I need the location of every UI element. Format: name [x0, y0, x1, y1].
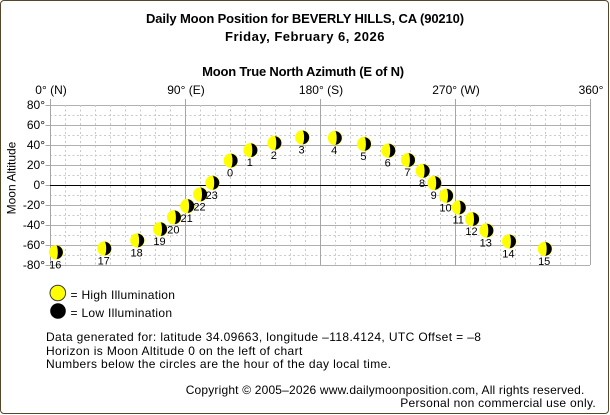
svg-text:270° (W): 270° (W) — [432, 83, 479, 97]
svg-text:20: 20 — [167, 224, 179, 236]
svg-text:12: 12 — [465, 226, 477, 238]
svg-text:17: 17 — [98, 256, 110, 268]
svg-text:90° (E): 90° (E) — [167, 83, 204, 97]
svg-text:18: 18 — [130, 247, 142, 259]
svg-text:10: 10 — [439, 203, 451, 215]
svg-text:-40°: -40° — [23, 218, 45, 232]
svg-text:1: 1 — [247, 157, 253, 169]
svg-text:15: 15 — [538, 256, 550, 268]
svg-text:-20°: -20° — [23, 198, 45, 212]
svg-text:9: 9 — [431, 190, 437, 202]
svg-text:40°: 40° — [27, 138, 45, 152]
svg-text:Moon Altitude: Moon Altitude — [5, 141, 19, 214]
svg-text:21: 21 — [180, 213, 192, 225]
svg-text:8: 8 — [419, 178, 425, 190]
svg-text:20°: 20° — [27, 158, 45, 172]
svg-text:4: 4 — [331, 145, 337, 157]
svg-text:2: 2 — [271, 150, 277, 162]
svg-text:23: 23 — [206, 190, 218, 202]
svg-text:11: 11 — [452, 215, 463, 227]
svg-text:19: 19 — [153, 236, 165, 248]
svg-text:3: 3 — [299, 144, 305, 156]
svg-text:13: 13 — [480, 238, 492, 250]
svg-text:0°: 0° — [34, 178, 46, 192]
svg-text:6: 6 — [385, 158, 391, 170]
svg-text:360°: 360° — [579, 83, 604, 97]
svg-text:0° (N): 0° (N) — [35, 83, 66, 97]
svg-text:180° (S): 180° (S) — [299, 83, 343, 97]
svg-text:60°: 60° — [27, 118, 45, 132]
svg-text:0: 0 — [227, 168, 233, 180]
svg-text:-80°: -80° — [23, 258, 45, 272]
svg-text:-60°: -60° — [23, 238, 45, 252]
svg-text:16: 16 — [49, 259, 61, 271]
svg-text:7: 7 — [404, 167, 410, 179]
svg-text:80°: 80° — [27, 98, 45, 112]
svg-text:5: 5 — [360, 151, 366, 163]
svg-text:14: 14 — [502, 248, 514, 260]
svg-text:22: 22 — [193, 201, 205, 213]
